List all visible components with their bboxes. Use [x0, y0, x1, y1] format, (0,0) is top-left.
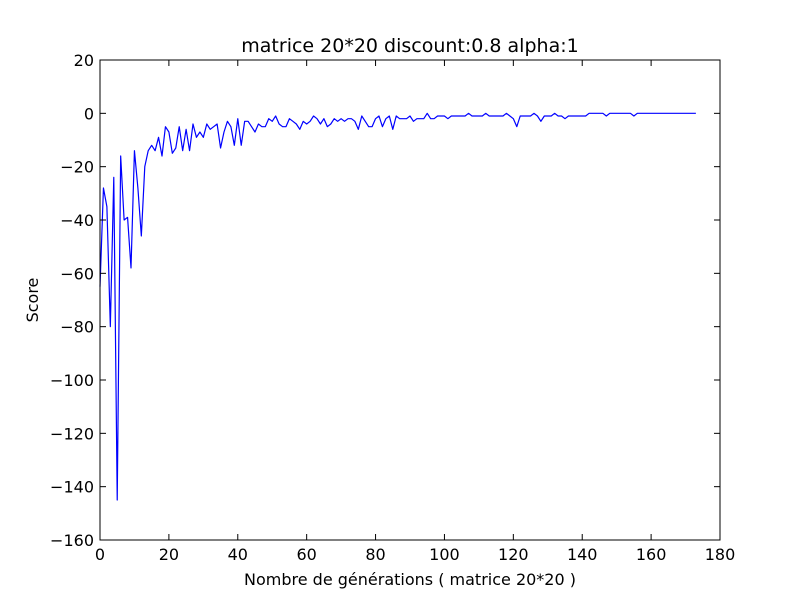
y-tick-label: 0 — [84, 104, 94, 123]
x-tick-label: 140 — [567, 545, 598, 564]
y-axis-label: Score — [23, 278, 42, 323]
x-axis-label: Nombre de générations ( matrice 20*20 ) — [244, 570, 576, 589]
y-tick-label: −160 — [50, 531, 94, 550]
x-tick-label: 120 — [498, 545, 529, 564]
plot-area — [99, 112, 696, 501]
y-tick-label: 20 — [74, 51, 94, 70]
plot-frame — [99, 59, 721, 541]
series-line-0 — [99, 112, 696, 501]
y-tick-label: −20 — [60, 158, 94, 177]
x-tick-label: 40 — [228, 545, 248, 564]
y-tick-label: −60 — [60, 264, 94, 283]
y-tick-label: −80 — [60, 318, 94, 337]
x-tick-label: 160 — [636, 545, 667, 564]
y-tick-label: −40 — [60, 211, 94, 230]
x-tick-label: 20 — [159, 545, 179, 564]
y-tick-label: −120 — [50, 424, 94, 443]
x-tick-label: 60 — [296, 545, 316, 564]
x-tick-label: 80 — [365, 545, 385, 564]
axis-ticks: 0 20 40 60 80 100 120 140 160 180 −160 −140 −120 −100… — [50, 51, 735, 564]
x-tick-label: 180 — [705, 545, 736, 564]
y-tick-label: −140 — [50, 478, 94, 497]
x-tick-label: 0 — [95, 545, 105, 564]
chart-title: matrice 20*20 discount:0.8 alpha:1 — [241, 35, 578, 57]
y-tick-label: −100 — [50, 371, 94, 390]
x-tick-label: 100 — [429, 545, 460, 564]
